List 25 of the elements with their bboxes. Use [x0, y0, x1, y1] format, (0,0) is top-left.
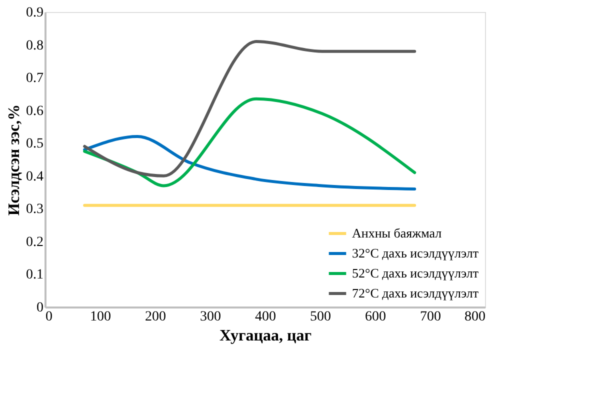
- x-tick-label: 700: [420, 310, 441, 324]
- y-tick-label: 0.6: [26, 104, 44, 119]
- line-series: [83, 40, 416, 178]
- y-tick-label: 0.4: [26, 169, 44, 184]
- legend-label: 72°C дахь исэлдүүлэлт: [352, 286, 479, 300]
- legend-label: 32°C дахь исэлдүүлэлт: [352, 246, 479, 260]
- line-series: [83, 135, 416, 190]
- x-axis-title: Хугацаа, цаг: [220, 328, 312, 344]
- y-tick-label: 0.7: [26, 71, 44, 86]
- y-tick-label: 0.2: [26, 234, 44, 250]
- y-tick-label: 0.1: [26, 268, 44, 283]
- y-tick-label: 0.3: [26, 202, 44, 218]
- x-tick-label: 200: [145, 310, 166, 324]
- y-tick-label: 0.9: [26, 6, 44, 20]
- x-tick-label: 100: [90, 310, 111, 324]
- x-tick-label: 400: [255, 310, 276, 324]
- x-tick-label: 300: [200, 310, 221, 324]
- x-tick-label: 800: [464, 310, 486, 324]
- x-tick-label: 600: [365, 310, 386, 324]
- legend-label: 52°C дахь исэлдүүлэлт: [352, 266, 479, 280]
- y-tick-label: 0.8: [26, 38, 44, 54]
- legend-label: Анхны баяжмал: [352, 226, 442, 240]
- y-tick-label: 0.5: [26, 136, 44, 152]
- x-tick-label: 500: [310, 310, 331, 324]
- y-axis-title: Исэлдсэн зэс,%: [6, 104, 23, 216]
